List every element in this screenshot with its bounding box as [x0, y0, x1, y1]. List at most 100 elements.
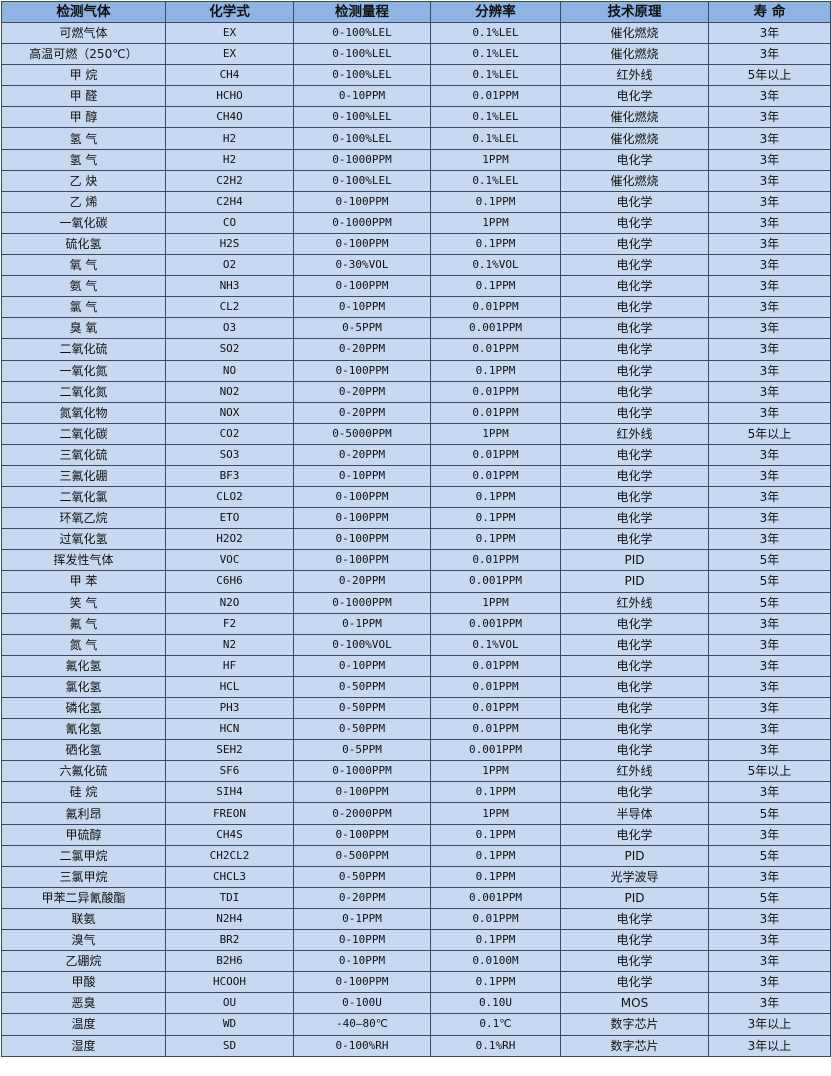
cell-range: 0-20PPM — [293, 570, 431, 593]
cell-principle: 电化学 — [560, 232, 709, 256]
cell-range: 0-1000PPM — [293, 148, 431, 171]
cell-formula: TDI — [165, 886, 294, 909]
cell-formula: EX — [165, 43, 294, 66]
cell-resolution: 0.01PPM — [430, 296, 561, 319]
cell-range: 0-10PPM — [293, 296, 431, 319]
cell-formula: SD — [165, 1034, 294, 1057]
cell-resolution: 0.001PPM — [430, 886, 561, 909]
cell-resolution: 0.01PPM — [430, 654, 561, 677]
cell-principle: 红外线 — [560, 64, 709, 87]
cell-principle: 电化学 — [560, 633, 709, 656]
cell-gas: 臭 氧 — [1, 317, 166, 340]
cell-principle: 电化学 — [560, 254, 709, 277]
cell-resolution: 1PPM — [430, 591, 561, 614]
cell-principle: 红外线 — [560, 422, 709, 445]
cell-gas: 甲硫醇 — [1, 823, 166, 846]
table-row: 环氧乙烷 ETO 0-100PPM 0.1PPM 电化学 3年 — [1, 507, 831, 530]
cell-range: 0-100PPM — [293, 507, 431, 530]
cell-gas: 氟 气 — [1, 612, 166, 635]
cell-formula: OU — [165, 992, 294, 1015]
cell-formula: SEH2 — [165, 739, 294, 762]
cell-gas: 甲 烷 — [1, 64, 166, 87]
cell-formula: N2 — [165, 633, 294, 656]
cell-range: -40—80℃ — [293, 1013, 431, 1036]
cell-formula: CH4 — [165, 64, 294, 87]
cell-resolution: 1PPM — [430, 148, 561, 171]
cell-principle: 电化学 — [560, 929, 709, 952]
cell-principle: 电化学 — [560, 148, 709, 171]
cell-resolution: 0.1PPM — [430, 359, 561, 382]
cell-gas: 硒化氢 — [1, 739, 166, 762]
cell-resolution: 0.01PPM — [430, 380, 561, 403]
cell-lifespan: 3年 — [708, 675, 831, 699]
table-row: 硒化氢 SEH2 0-5PPM 0.001PPM 电化学 3年 — [1, 739, 831, 762]
cell-principle: 电化学 — [560, 675, 709, 699]
cell-principle: 数字芯片 — [560, 1034, 709, 1057]
cell-lifespan: 3年 — [708, 781, 831, 804]
cell-lifespan: 5年 — [708, 591, 831, 614]
cell-formula: O2 — [165, 254, 294, 277]
cell-gas: 三氟化硼 — [1, 464, 166, 488]
cell-gas: 三氧化硫 — [1, 443, 166, 466]
cell-resolution: 0.1PPM — [430, 929, 561, 952]
table-row: 甲苯二异氰酸酯 TDI 0-20PPM 0.001PPM PID 5年 — [1, 886, 831, 909]
cell-range: 0-100PPM — [293, 823, 431, 846]
cell-formula: VOC — [165, 549, 294, 572]
cell-gas: 乙硼烷 — [1, 950, 166, 973]
cell-resolution: 0.10U — [430, 992, 561, 1015]
table-row: 三氟化硼 BF3 0-10PPM 0.01PPM 电化学 3年 — [1, 464, 831, 488]
table-row: 氮氧化物 NOX 0-20PPM 0.01PPM 电化学 3年 — [1, 401, 831, 424]
cell-range: 0-5PPM — [293, 739, 431, 762]
cell-principle: 电化学 — [560, 443, 709, 466]
cell-gas: 氟利昂 — [1, 802, 166, 825]
cell-formula: WD — [165, 1013, 294, 1036]
table-row: 乙 炔 C2H2 0-100%LEL 0.1%LEL 催化燃烧 3年 — [1, 169, 831, 192]
cell-range: 0-100%LEL — [293, 43, 431, 66]
cell-gas: 氢 气 — [1, 127, 166, 150]
cell-principle: 电化学 — [560, 359, 709, 382]
cell-lifespan: 3年 — [708, 85, 831, 108]
table-row: 乙 烯 C2H4 0-100PPM 0.1PPM 电化学 3年 — [1, 190, 831, 213]
cell-range: 0-50PPM — [293, 696, 431, 720]
cell-principle: 电化学 — [560, 781, 709, 804]
cell-formula: HCHO — [165, 85, 294, 108]
cell-range: 0-5PPM — [293, 317, 431, 340]
cell-formula: C6H6 — [165, 570, 294, 593]
cell-lifespan: 3年 — [708, 464, 831, 488]
table-row: 笑 气 N2O 0-1000PPM 1PPM 红外线 5年 — [1, 591, 831, 614]
cell-gas: 恶臭 — [1, 992, 166, 1015]
column-header-range: 检测量程 — [293, 1, 431, 23]
cell-lifespan: 3年以上 — [708, 1013, 831, 1036]
cell-range: 0-1000PPM — [293, 211, 431, 234]
cell-range: 0-20PPM — [293, 338, 431, 361]
table-row: 氢 气 H2 0-100%LEL 0.1%LEL 催化燃烧 3年 — [1, 127, 831, 150]
cell-lifespan: 3年 — [708, 528, 831, 551]
cell-principle: 电化学 — [560, 971, 709, 994]
cell-range: 0-100%LEL — [293, 169, 431, 192]
cell-formula: C2H2 — [165, 169, 294, 192]
cell-range: 0-1000PPM — [293, 591, 431, 614]
table-row: 氢 气 H2 0-1000PPM 1PPM 电化学 3年 — [1, 148, 831, 171]
cell-formula: H2O2 — [165, 528, 294, 551]
cell-lifespan: 3年 — [708, 992, 831, 1015]
cell-resolution: 0.01PPM — [430, 338, 561, 361]
cell-resolution: 0.1PPM — [430, 528, 561, 551]
cell-principle: 电化学 — [560, 85, 709, 108]
cell-resolution: 1PPM — [430, 211, 561, 234]
cell-range: 0-500PPM — [293, 844, 431, 867]
cell-resolution: 1PPM — [430, 422, 561, 445]
cell-range: 0-100%RH — [293, 1034, 431, 1057]
cell-principle: 催化燃烧 — [560, 21, 709, 45]
cell-range: 0-1000PPM — [293, 760, 431, 783]
cell-formula: H2S — [165, 232, 294, 256]
cell-principle: 催化燃烧 — [560, 106, 709, 129]
cell-range: 0-50PPM — [293, 865, 431, 888]
cell-gas: 甲酸 — [1, 971, 166, 994]
table-row: 氟利昂 FREON 0-2000PPM 1PPM 半导体 5年 — [1, 802, 831, 825]
header-row: 检测气体 化学式 检测量程 分辨率 技术原理寿 命 — [1, 1, 831, 23]
cell-formula: HF — [165, 654, 294, 677]
cell-range: 0-100%LEL — [293, 106, 431, 129]
cell-gas: 氮氧化物 — [1, 401, 166, 424]
table-row: 一氧化碳 CO 0-1000PPM 1PPM 电化学 3年 — [1, 211, 831, 234]
cell-lifespan: 5年 — [708, 570, 831, 593]
